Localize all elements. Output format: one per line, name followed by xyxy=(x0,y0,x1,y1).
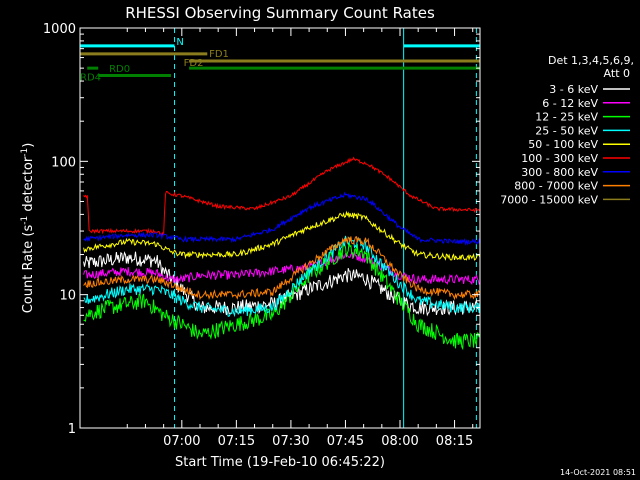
series-line xyxy=(83,251,481,317)
legend-entry-label: 50 - 100 keV xyxy=(528,138,598,151)
series-line xyxy=(83,235,481,318)
flag-label: FD1 xyxy=(209,49,229,60)
y-axis-label-part3: ) xyxy=(21,143,36,148)
legend-entry-label: 7000 - 15000 keV xyxy=(500,193,598,206)
x-tick-label: 08:00 xyxy=(381,434,418,449)
y-tick-label: 1000 xyxy=(43,22,76,37)
x-tick-label: 07:15 xyxy=(218,434,255,449)
y-axis-label-part2: detector xyxy=(21,156,36,216)
y-axis-label-part1: Count Rate (s xyxy=(21,225,36,314)
series-line xyxy=(83,210,481,261)
x-axis-label: Start Time (19-Feb-10 06:45:22) xyxy=(175,455,385,470)
series-line xyxy=(83,235,481,301)
y-tick-label: 10 xyxy=(59,289,76,304)
series-line xyxy=(83,250,481,286)
y-axis-label-sup2: -1 xyxy=(20,148,30,157)
series-line xyxy=(83,242,481,351)
x-tick-label: 07:45 xyxy=(327,434,364,449)
y-tick-label: 1 xyxy=(68,422,76,437)
flag-label: RD0 xyxy=(109,64,130,75)
legend-entry-label: 300 - 800 keV xyxy=(521,166,598,179)
flag-label: FD2 xyxy=(184,58,204,69)
x-tick-label: 07:00 xyxy=(163,434,200,449)
legend-entry-label: 800 - 7000 keV xyxy=(514,180,598,193)
legend-header-1: Det 1,3,4,5,6,9, xyxy=(548,54,634,67)
legend-entry-label: 6 - 12 keV xyxy=(542,97,598,110)
footer-date: 14-Oct-2021 08:51 xyxy=(560,468,636,477)
legend-header-2: Att 0 xyxy=(604,67,630,80)
legend-entry-label: 100 - 300 keV xyxy=(521,152,598,165)
flag-label: RD4 xyxy=(80,73,101,84)
plot-frame xyxy=(79,27,481,429)
x-tick-label: 08:15 xyxy=(436,434,473,449)
y-axis-label: Count Rate (s-1 detector-1) xyxy=(20,143,36,314)
legend-entry-label: 12 - 25 keV xyxy=(535,111,598,124)
x-tick-label: 07:30 xyxy=(272,434,309,449)
series-line xyxy=(83,156,481,237)
legend-entry-label: 25 - 50 keV xyxy=(535,124,598,137)
chart-title: RHESSI Observing Summary Count Rates xyxy=(125,4,435,22)
y-tick-label: 100 xyxy=(51,155,76,170)
flag-label: N xyxy=(176,37,183,48)
series-line xyxy=(83,191,481,246)
legend-entry-label: 3 - 6 keV xyxy=(549,83,598,96)
y-axis-label-sup1: -1 xyxy=(20,216,30,225)
